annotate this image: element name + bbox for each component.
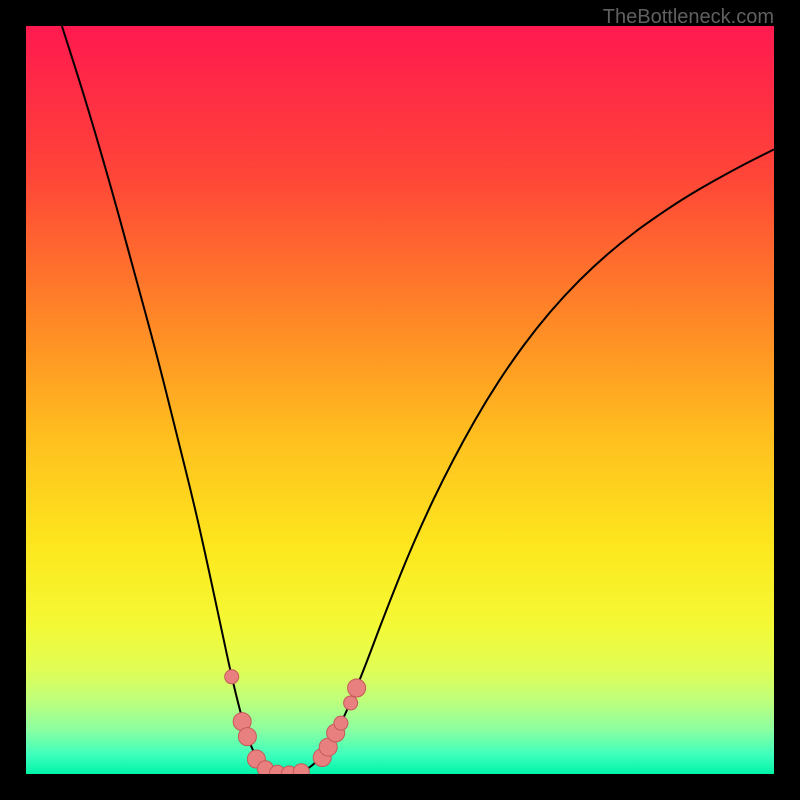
chart-background (26, 26, 774, 774)
curve-marker (348, 679, 366, 697)
curve-marker (238, 728, 256, 746)
curve-marker (334, 716, 348, 730)
curve-marker (344, 696, 358, 710)
curve-marker (225, 670, 239, 684)
bottleneck-curve-chart (26, 26, 774, 774)
watermark-text: TheBottleneck.com (603, 6, 774, 29)
chart-container (26, 26, 774, 774)
